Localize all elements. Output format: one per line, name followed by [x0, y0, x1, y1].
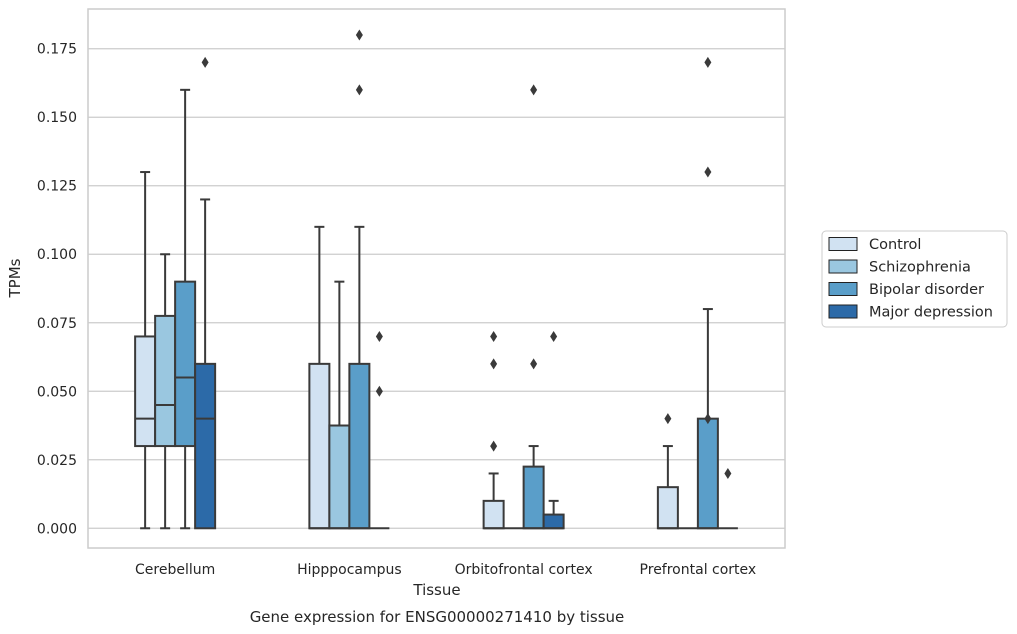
y-tick-label: 0.075 — [37, 316, 77, 332]
plot-frame — [87, 8, 786, 549]
y-tick-label: 0.050 — [37, 384, 77, 400]
iqr-box — [194, 362, 217, 530]
outlier-point — [704, 413, 712, 425]
y-tick-label: 0.125 — [37, 179, 77, 195]
x-tick-label: Prefrontal cortex — [640, 562, 757, 578]
iqr-box — [348, 362, 371, 530]
x-tick-label: Orbitofrontal cortex — [455, 562, 593, 578]
y-tick-label: 0.175 — [37, 42, 77, 58]
legend-frame — [821, 230, 1008, 328]
outlier-point — [355, 29, 363, 41]
box — [482, 330, 505, 530]
outlier-point — [704, 166, 712, 178]
outlier-point — [355, 84, 363, 96]
iqr-box — [542, 513, 565, 530]
box — [369, 330, 390, 530]
legend-swatch — [828, 259, 858, 274]
outlier-point — [375, 330, 383, 342]
box — [696, 56, 719, 530]
iqr-box — [308, 362, 331, 530]
box — [194, 56, 217, 530]
box — [134, 171, 157, 530]
x-axis-ticks: Cerebellum Hipppocampus Orbitofrontal cort… — [135, 562, 756, 578]
y-axis-label: TPMs — [6, 258, 24, 298]
iqr-box — [522, 465, 545, 530]
legend-label: Major depression — [869, 305, 993, 321]
iqr-box — [696, 417, 719, 530]
legend-label: Control — [869, 237, 921, 253]
legend-swatch — [828, 237, 858, 251]
plot-background — [88, 9, 785, 548]
y-tick-label: 0.000 — [37, 521, 77, 537]
iqr-box — [482, 499, 505, 530]
iqr-box — [134, 335, 157, 448]
outlier-point — [724, 467, 732, 479]
outlier-point — [664, 413, 672, 425]
box — [328, 280, 351, 530]
outlier-point — [490, 358, 498, 370]
outlier-point — [530, 84, 538, 96]
y-axis-ticks: 0.000 0.025 0.050 0.075 0.100 0.125 0.150 0.175 — [37, 42, 77, 538]
iqr-box — [154, 314, 177, 448]
legend-label: Bipolar disorder — [869, 282, 984, 298]
x-axis-label: Tissue — [412, 581, 460, 599]
iqr-box — [656, 486, 679, 530]
legend-label: Schizophrenia — [869, 260, 971, 276]
box — [174, 88, 197, 530]
box — [656, 413, 679, 530]
box — [717, 467, 738, 530]
legend-items: Control Schizophrenia Bipolar disorder Majo… — [828, 237, 993, 321]
box — [348, 29, 371, 530]
outlier-point — [704, 56, 712, 68]
outlier-point — [375, 385, 383, 397]
outlier-point — [201, 56, 209, 68]
box — [522, 84, 545, 530]
y-tick-label: 0.025 — [37, 453, 77, 469]
x-tick-label: Cerebellum — [135, 562, 215, 578]
legend-swatch — [828, 282, 858, 296]
outlier-point — [490, 440, 498, 452]
box — [542, 330, 565, 530]
outlier-point — [530, 358, 538, 370]
outlier-point — [490, 330, 498, 342]
box-series — [134, 29, 738, 530]
legend-swatch — [828, 304, 858, 319]
chart-caption: Gene expression for ENSG00000271410 by t… — [250, 608, 625, 626]
y-tick-label: 0.150 — [37, 110, 77, 126]
iqr-box — [328, 424, 351, 530]
y-tick-label: 0.100 — [37, 247, 77, 263]
legend: Control Schizophrenia Bipolar disorder Majo… — [821, 230, 1008, 328]
outlier-point — [550, 330, 558, 342]
x-tick-label: Hipppocampus — [297, 562, 402, 578]
iqr-box — [174, 280, 197, 448]
